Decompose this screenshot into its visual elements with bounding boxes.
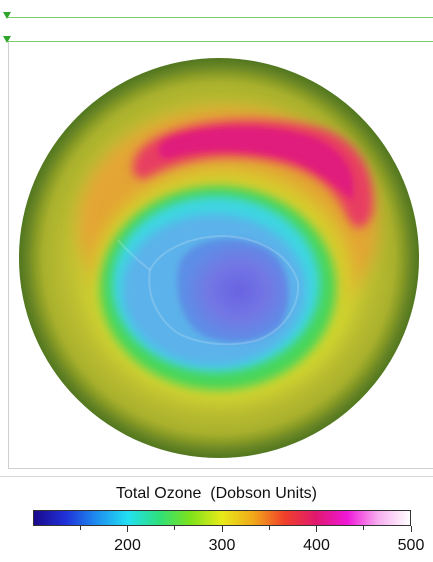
colorbar-tick bbox=[80, 526, 81, 530]
high-ozone-core bbox=[158, 126, 354, 200]
colorbar-tick bbox=[269, 526, 270, 530]
colorbar-tick-label: 500 bbox=[397, 537, 425, 554]
ozone-hole bbox=[177, 239, 289, 343]
panel-divider bbox=[0, 476, 433, 477]
colorbar-tick bbox=[127, 526, 128, 532]
colorbar-tick bbox=[222, 526, 223, 532]
colorbar-tick-label: 400 bbox=[303, 537, 330, 554]
colorbar-tick bbox=[411, 526, 412, 532]
colorbar-tick bbox=[174, 526, 175, 530]
ozone-globe-map bbox=[19, 58, 419, 458]
colorbar-tick-label: 300 bbox=[208, 537, 236, 554]
colorbar bbox=[33, 510, 411, 526]
colorbar-tick bbox=[363, 526, 364, 530]
peninsula-outline bbox=[117, 239, 151, 271]
antarctica-outline bbox=[148, 234, 300, 346]
guide-line-second bbox=[8, 41, 433, 42]
colorbar-tick bbox=[316, 526, 317, 532]
guide-marker-second-icon[interactable] bbox=[3, 36, 11, 43]
guide-line-top bbox=[8, 17, 433, 18]
map-panel bbox=[8, 42, 433, 469]
colorbar-tick-label: 200 bbox=[114, 537, 141, 554]
colorbar-title: Total Ozone (Dobson Units) bbox=[116, 485, 317, 502]
guide-marker-top-icon[interactable] bbox=[3, 12, 11, 19]
